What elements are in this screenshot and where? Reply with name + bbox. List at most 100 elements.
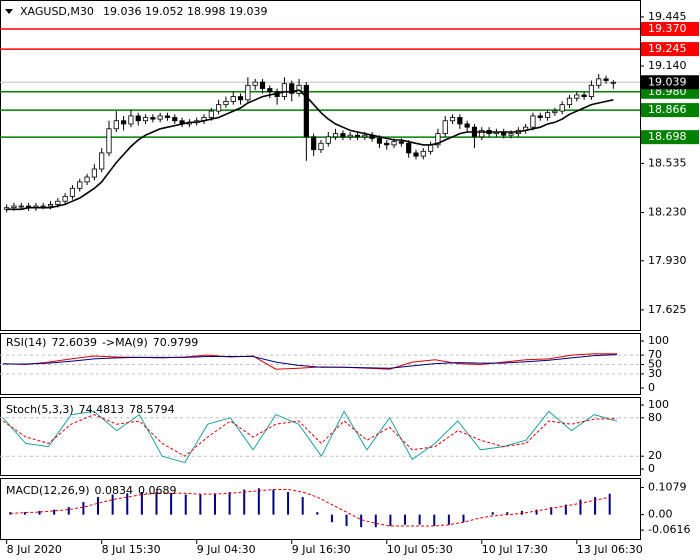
- candle-body: [508, 133, 514, 136]
- indicator-line: [3, 354, 618, 369]
- y-tick-label: 17.625: [648, 303, 687, 316]
- indicator-header: 72.6039: [51, 336, 97, 349]
- open-value: 19.036: [103, 5, 142, 18]
- candle-body: [544, 112, 551, 118]
- candle-body: [479, 129, 485, 138]
- candle-body: [552, 110, 558, 114]
- candle-body: [457, 117, 463, 125]
- stoch-panel: [0, 397, 641, 476]
- candle-body: [332, 133, 339, 138]
- x-tick-label: 8 Jul 2020: [7, 543, 62, 556]
- candle-body: [157, 115, 163, 120]
- candle-body: [223, 101, 229, 106]
- candle-body: [245, 84, 251, 101]
- candle-body: [55, 200, 61, 205]
- indicator-header: 78.5794: [129, 403, 175, 416]
- candle-body: [281, 83, 288, 97]
- candle-body: [150, 117, 156, 120]
- y-tick-label: 100: [648, 334, 669, 347]
- x-tick-label: 10 Jul 05:30: [387, 543, 453, 556]
- level-tag: [641, 42, 699, 57]
- x-tick-label: 13 Jul 06:30: [577, 543, 643, 556]
- y-tick-label: -0.0616: [648, 523, 690, 536]
- indicator-header: RSI(14): [6, 336, 46, 349]
- y-tick-label: 30: [648, 367, 662, 380]
- candle-body: [230, 96, 236, 102]
- candle-body: [325, 136, 331, 144]
- candle-body: [164, 115, 171, 118]
- y-tick-label: 0: [648, 381, 655, 394]
- candle-body: [566, 97, 573, 106]
- candle-body: [267, 88, 273, 93]
- y-tick-label: 20: [648, 449, 662, 462]
- y-tick-label: 100: [648, 398, 669, 411]
- level-tag: [641, 130, 699, 145]
- candle-body: [362, 134, 368, 138]
- candle-body: [464, 123, 470, 128]
- y-tick-label: 80: [648, 411, 662, 424]
- candle-body: [384, 142, 390, 146]
- candle-body: [435, 133, 441, 146]
- candle-body: [135, 115, 141, 122]
- candle-body: [596, 78, 602, 86]
- candle-body: [62, 195, 68, 202]
- y-tick-label: 18.535: [648, 156, 687, 169]
- macd-panel: [0, 478, 641, 540]
- candle-body: [581, 94, 587, 97]
- candle-body: [4, 207, 10, 210]
- candle-body: [216, 104, 222, 112]
- last-price-tag: [641, 75, 699, 90]
- candle-body: [574, 94, 580, 99]
- candle-body: [91, 168, 97, 178]
- candle-body: [11, 205, 17, 209]
- level-label: 18.698: [648, 130, 687, 143]
- candle-body: [340, 133, 346, 138]
- candle-body: [406, 142, 412, 154]
- candle-body: [69, 187, 76, 197]
- indicator-header: ->MA(9): [102, 336, 148, 349]
- x-tick-label: 9 Jul 04:30: [197, 543, 256, 556]
- candle-body: [537, 115, 543, 118]
- level-label: 19.245: [648, 42, 687, 55]
- candle-body: [47, 204, 54, 207]
- candle-body: [208, 110, 214, 118]
- candle-body: [84, 176, 90, 183]
- candle-body: [559, 104, 565, 112]
- y-tick-label: 17.930: [648, 254, 687, 267]
- candle-body: [428, 144, 434, 152]
- indicator-header: Stoch(5,3,3): [6, 403, 74, 416]
- indicator-line: [2, 353, 618, 370]
- indicator-line: [2, 414, 618, 457]
- candle-body: [18, 205, 24, 208]
- candle-body: [113, 120, 119, 130]
- low-value: 18.998: [187, 5, 226, 18]
- candle-body: [121, 120, 127, 125]
- indicator-line: [10, 489, 610, 527]
- candle-body: [237, 96, 244, 101]
- candle-body: [610, 81, 616, 84]
- candle-body: [347, 134, 353, 138]
- candle-body: [391, 141, 397, 146]
- y-tick-label: 19.140: [648, 59, 687, 72]
- candle-body: [252, 81, 258, 86]
- candle-body: [289, 83, 295, 94]
- indicator-line: [2, 410, 618, 464]
- candle-body: [449, 117, 456, 122]
- candle-body: [318, 142, 324, 151]
- x-tick-label: 9 Jul 16:30: [292, 543, 351, 556]
- x-tick-label: 10 Jul 17:30: [482, 543, 548, 556]
- y-tick-label: 50: [648, 358, 662, 371]
- price-panel: [0, 0, 641, 331]
- candle-body: [420, 150, 426, 157]
- close-value: 19.039: [229, 5, 268, 18]
- candle-body: [259, 81, 266, 89]
- candle-body: [588, 84, 595, 97]
- symbol: XAGUSD,M30: [20, 5, 94, 18]
- level-tag: [641, 21, 699, 36]
- candle-body: [99, 152, 105, 170]
- indicator-header: MACD(12,26,9): [6, 484, 90, 497]
- indicator-header: 0.0834: [95, 484, 134, 497]
- y-tick-label: 0: [648, 462, 655, 475]
- candle-body: [106, 128, 112, 154]
